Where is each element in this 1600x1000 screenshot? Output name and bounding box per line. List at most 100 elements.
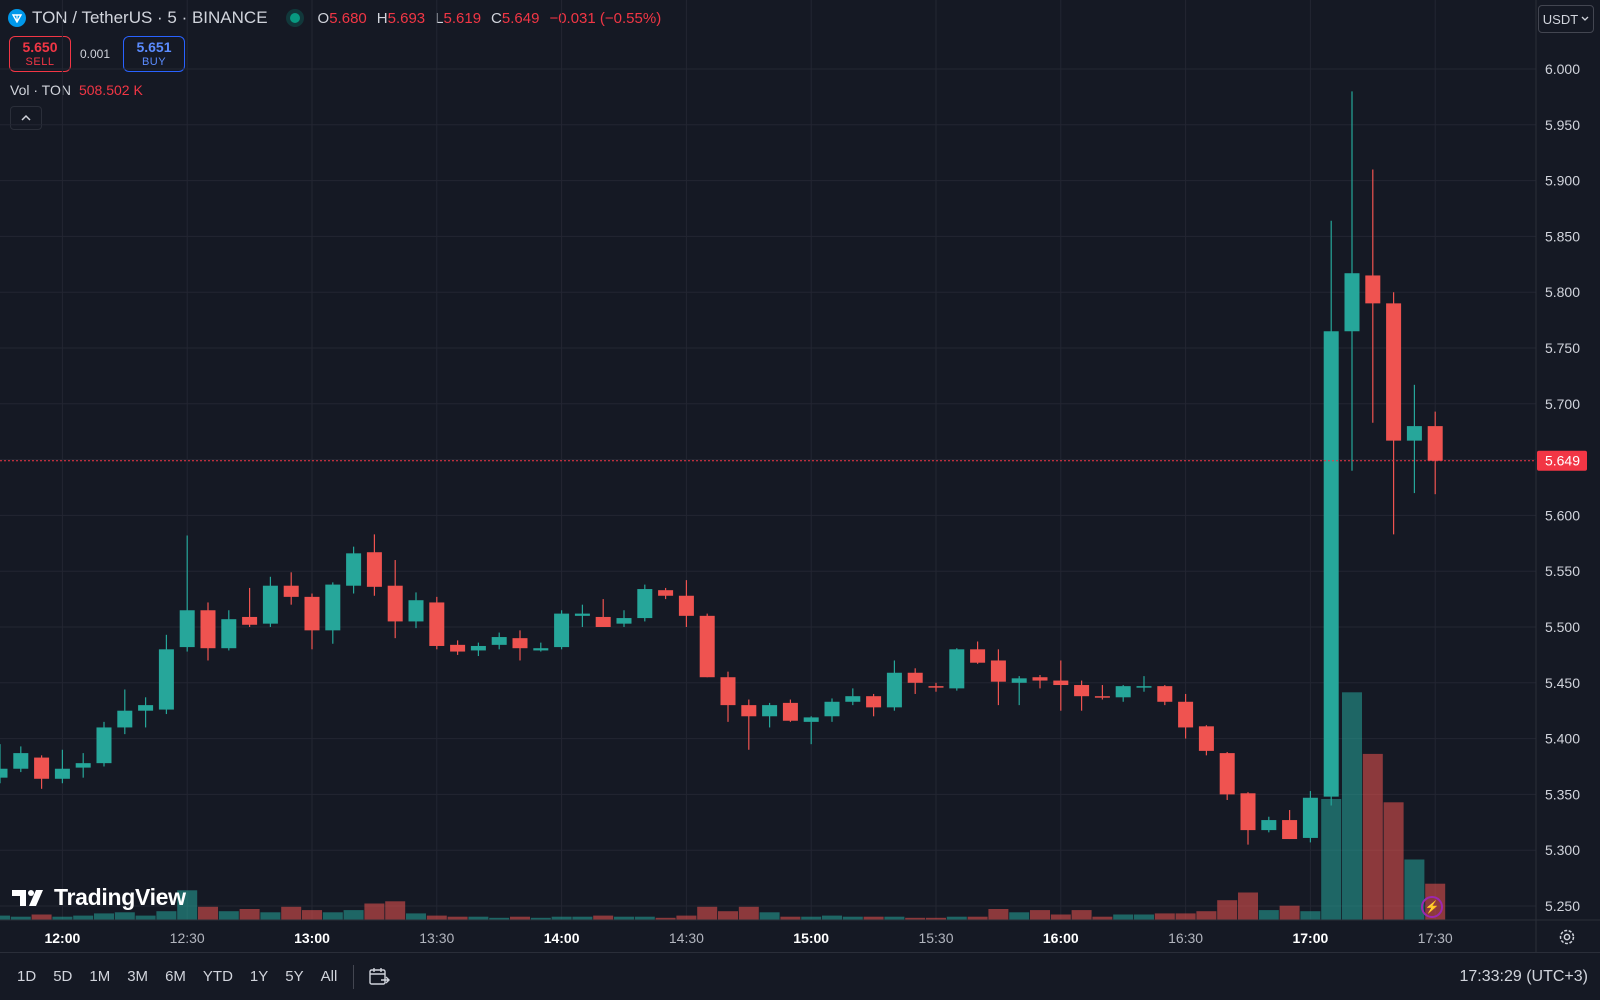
candle-body — [1406, 426, 1422, 441]
volume-bar — [239, 909, 260, 920]
volume-bar — [302, 910, 322, 920]
time-tick-label: 12:30 — [170, 930, 205, 946]
time-tick-label: 16:30 — [1168, 930, 1203, 946]
volume-bar — [177, 890, 198, 920]
price-tick-label: 5.300 — [1545, 842, 1580, 858]
volume-bar — [697, 906, 718, 920]
symbol-title[interactable]: TON / TetherUS · 5 · BINANCE — [32, 8, 268, 27]
volume-bar — [551, 916, 572, 920]
volume-label: Vol · TON — [10, 82, 71, 98]
range-6m-button[interactable]: 6M — [165, 968, 186, 985]
candle-body — [1011, 678, 1027, 683]
time-tick-label: 14:00 — [544, 930, 580, 946]
candle-body — [1282, 820, 1298, 840]
candle-body — [720, 677, 736, 706]
candlestick-chart[interactable]: 5.250 5.300 5.350 5.400 5.450 5.500 5.550 5.600… — [0, 0, 1600, 952]
range-1d-button[interactable]: 1D — [17, 968, 37, 985]
high-value: 5.693 — [387, 9, 426, 27]
candle-body — [54, 768, 70, 779]
candle-body — [1074, 685, 1090, 697]
volume-bar — [94, 913, 114, 920]
volume-bar — [988, 909, 1009, 920]
candle-body — [13, 753, 29, 769]
range-5y-button[interactable]: 5Y — [285, 968, 304, 985]
range-5d-button[interactable]: 5D — [53, 968, 73, 985]
candle-body — [533, 648, 549, 651]
close-key: C — [491, 9, 502, 27]
volume-bar — [1030, 910, 1050, 920]
price-tick-label: 5.500 — [1545, 619, 1580, 635]
candle-body — [886, 672, 902, 708]
candle-body — [262, 585, 278, 624]
volume-bar — [1300, 911, 1321, 920]
grid-lines — [0, 0, 1536, 920]
range-3m-button[interactable]: 3M — [127, 968, 149, 985]
collapse-legend-button[interactable] — [10, 106, 42, 130]
range-ytd-button[interactable]: YTD — [202, 968, 233, 985]
low-value: 5.619 — [443, 9, 482, 27]
volume-bar — [530, 917, 551, 920]
volume-bar — [1175, 913, 1196, 920]
calendar-goto-icon[interactable] — [368, 966, 391, 988]
high-key: H — [376, 9, 388, 27]
candle-body — [949, 649, 965, 689]
volume-legend: Vol · TON 508.502 K — [10, 82, 143, 98]
clock-timezone[interactable]: 17:33:29 (UTC+3) — [1459, 967, 1588, 985]
sell-button[interactable]: 5.650 SELL — [9, 36, 71, 72]
buy-label: BUY — [141, 56, 167, 68]
spread-value: 0.001 — [80, 47, 111, 61]
open-key: O — [317, 9, 330, 27]
candle-body — [637, 589, 653, 619]
candle-body — [824, 701, 840, 717]
candle-body — [304, 596, 320, 631]
gear-icon[interactable] — [1557, 927, 1577, 947]
candle-body — [907, 672, 923, 683]
volume-bar — [218, 911, 239, 920]
symbol-legend: TON / TetherUS · 5 · BINANCE O5.680 H5.6… — [8, 6, 661, 30]
volume-bar — [1217, 900, 1238, 920]
volume-bar — [1279, 905, 1300, 920]
buy-button[interactable]: 5.651 BUY — [123, 36, 185, 72]
candles — [0, 91, 1443, 845]
time-tick-label: 12:00 — [44, 930, 80, 946]
volume-bar — [489, 917, 510, 920]
time-tick-label: 17:00 — [1292, 930, 1328, 946]
lightning-icon[interactable]: ⚡ — [1421, 896, 1443, 918]
currency-selector[interactable]: USDT — [1538, 5, 1594, 33]
candle-body — [450, 644, 466, 652]
volume-bar — [156, 911, 177, 920]
price-tick-label: 5.250 — [1545, 898, 1580, 914]
range-all-button[interactable]: All — [320, 968, 338, 985]
price-tick-label: 5.900 — [1545, 173, 1580, 189]
volume-bars — [0, 692, 1446, 920]
candle-body — [1032, 677, 1048, 681]
time-axis[interactable]: 12:00 12:30 13:00 13:30 14:00 14:30 15:00 15:30… — [44, 930, 1452, 946]
range-1m-button[interactable]: 1M — [89, 968, 111, 985]
price-tick-label: 5.600 — [1545, 507, 1580, 523]
axis-borders — [0, 0, 1600, 952]
price-tick-label: 5.350 — [1545, 786, 1580, 802]
volume-bar — [406, 913, 426, 920]
sell-label: SELL — [25, 56, 55, 68]
open-value: 5.680 — [329, 9, 367, 27]
volume-bar — [1134, 914, 1154, 920]
candle-body — [866, 696, 882, 708]
volume-bar — [967, 916, 988, 920]
volume-bar — [1238, 892, 1258, 920]
last-price-marker: 5.649 — [0, 450, 1587, 471]
candle-body — [970, 649, 986, 663]
candle-body — [928, 686, 944, 688]
candle-body — [96, 727, 112, 764]
candle-body — [512, 638, 528, 649]
candle-body — [0, 768, 8, 778]
candle-body — [595, 616, 611, 627]
price-axis[interactable]: 5.250 5.300 5.350 5.400 5.450 5.500 5.550 5.600… — [1545, 61, 1580, 914]
candle-body — [1302, 797, 1318, 838]
range-1y-button[interactable]: 1Y — [249, 968, 269, 985]
tradingview-logo[interactable]: TradingView — [12, 884, 186, 911]
price-tick-label: 5.800 — [1545, 284, 1580, 300]
tradingview-logo-icon — [12, 889, 43, 906]
volume-bar — [884, 916, 905, 920]
volume-bar — [905, 917, 926, 920]
volume-bar — [780, 916, 801, 920]
